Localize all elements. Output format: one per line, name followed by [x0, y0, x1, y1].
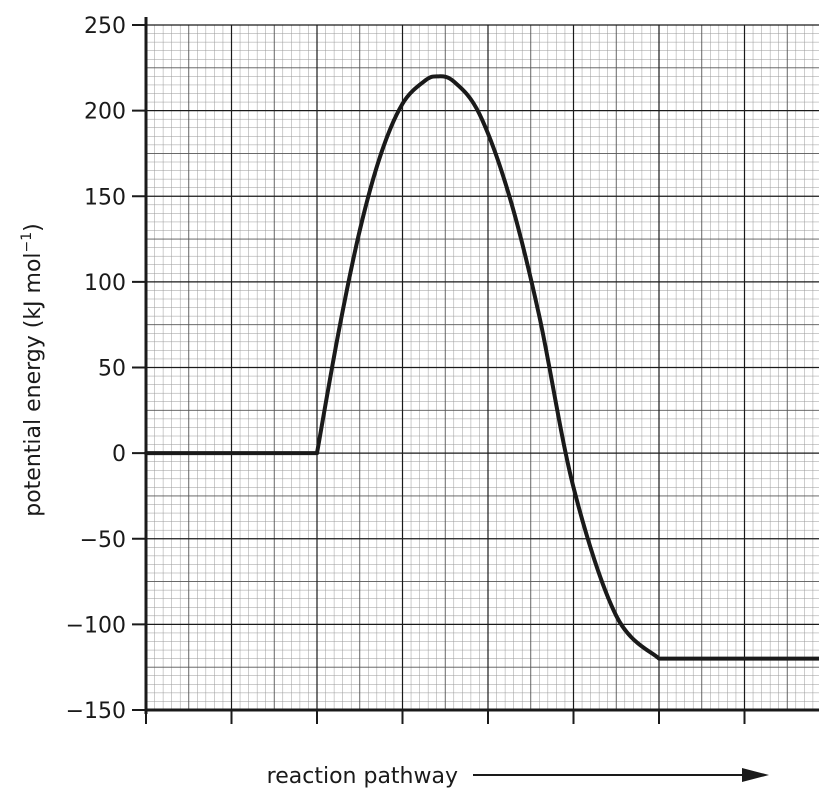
y-tick-label: 250	[84, 14, 126, 39]
y-axis	[132, 17, 148, 714]
y-tick-labels: 250 200 150 100 50 0 −50 −100 −150	[66, 14, 126, 724]
y-tick-label: 0	[112, 442, 126, 467]
y-tick-label: −100	[66, 613, 126, 638]
energy-curve	[144, 74, 819, 661]
y-axis-title: potential energy (kJ mol−1)	[19, 223, 46, 517]
x-axis-title: reaction pathway	[267, 764, 458, 789]
y-tick-label: 50	[98, 357, 126, 382]
y-tick-label: −150	[66, 699, 126, 724]
y-tick-label: −50	[80, 528, 126, 553]
y-tick-label: 150	[84, 185, 126, 210]
x-axis	[145, 708, 819, 724]
y-tick-label: 200	[84, 100, 126, 125]
arrow-right-icon	[473, 768, 769, 782]
y-tick-label: 100	[84, 271, 126, 296]
